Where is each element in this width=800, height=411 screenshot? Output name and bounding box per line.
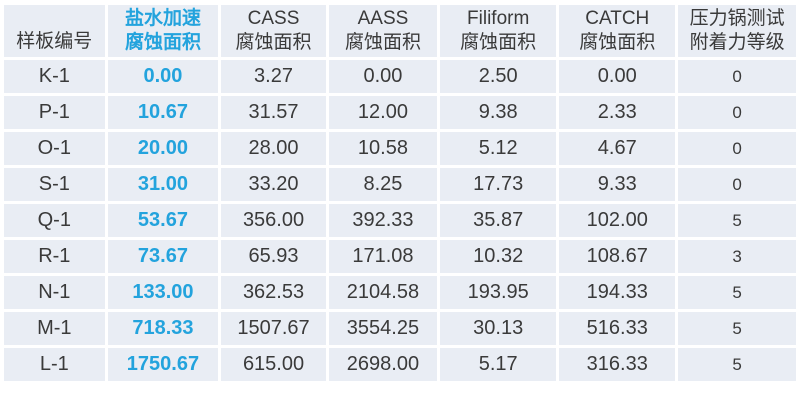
header-catch-area: CATCH 腐蚀面积 xyxy=(559,5,676,57)
salt-accel-cell: 53.67 xyxy=(107,204,219,237)
filiform-cell: 17.73 xyxy=(440,168,557,201)
corrosion-results-table: 样板编号 盐水加速 腐蚀面积 CASS 腐蚀面积 AASS 腐蚀面积 Filif… xyxy=(1,2,799,384)
filiform-cell: 35.87 xyxy=(440,204,557,237)
filiform-cell: 5.12 xyxy=(440,132,557,165)
catch-cell: 2.33 xyxy=(559,96,676,129)
filiform-cell: 30.13 xyxy=(440,312,557,345)
sample-id-cell: P-1 xyxy=(4,96,105,129)
filiform-cell: 193.95 xyxy=(440,276,557,309)
header-sample-id: 样板编号 xyxy=(4,5,105,57)
sample-id-cell: K-1 xyxy=(4,60,105,93)
adhesion-rating-cell: 5 xyxy=(678,204,796,237)
salt-accel-cell: 31.00 xyxy=(107,168,219,201)
salt-accel-cell: 133.00 xyxy=(107,276,219,309)
cass-cell: 33.20 xyxy=(221,168,326,201)
cass-cell: 31.57 xyxy=(221,96,326,129)
salt-accel-cell: 718.33 xyxy=(107,312,219,345)
aass-cell: 2698.00 xyxy=(328,348,438,381)
filiform-cell: 5.17 xyxy=(440,348,557,381)
header-cass-area: CASS 腐蚀面积 xyxy=(221,5,326,57)
catch-cell: 4.67 xyxy=(559,132,676,165)
cass-cell: 615.00 xyxy=(221,348,326,381)
aass-cell: 12.00 xyxy=(328,96,438,129)
catch-cell: 108.67 xyxy=(559,240,676,273)
header-filiform-area: Filiform 腐蚀面积 xyxy=(440,5,557,57)
adhesion-rating-cell: 0 xyxy=(678,168,796,201)
header-salt-accel-area: 盐水加速 腐蚀面积 xyxy=(107,5,219,57)
adhesion-rating-cell: 5 xyxy=(678,276,796,309)
table-row: R-1 73.67 65.93 171.08 10.32 108.67 3 xyxy=(4,240,796,273)
catch-cell: 516.33 xyxy=(559,312,676,345)
catch-cell: 102.00 xyxy=(559,204,676,237)
cass-cell: 1507.67 xyxy=(221,312,326,345)
header-aass-area: AASS 腐蚀面积 xyxy=(328,5,438,57)
aass-cell: 392.33 xyxy=(328,204,438,237)
catch-cell: 0.00 xyxy=(559,60,676,93)
aass-cell: 171.08 xyxy=(328,240,438,273)
header-row: 样板编号 盐水加速 腐蚀面积 CASS 腐蚀面积 AASS 腐蚀面积 Filif… xyxy=(4,5,796,57)
table-row: P-1 10.67 31.57 12.00 9.38 2.33 0 xyxy=(4,96,796,129)
header-pressure-cooker-adhesion: 压力锅测试 附着力等级 xyxy=(678,5,796,57)
catch-cell: 9.33 xyxy=(559,168,676,201)
table-row: M-1 718.33 1507.67 3554.25 30.13 516.33 … xyxy=(4,312,796,345)
adhesion-rating-cell: 0 xyxy=(678,60,796,93)
aass-cell: 8.25 xyxy=(328,168,438,201)
aass-cell: 10.58 xyxy=(328,132,438,165)
cass-cell: 65.93 xyxy=(221,240,326,273)
adhesion-rating-cell: 0 xyxy=(678,132,796,165)
aass-cell: 2104.58 xyxy=(328,276,438,309)
header-sample-id-label: 样板编号 xyxy=(16,31,93,52)
adhesion-rating-cell: 0 xyxy=(678,96,796,129)
sample-id-cell: O-1 xyxy=(4,132,105,165)
catch-cell: 194.33 xyxy=(559,276,676,309)
adhesion-rating-cell: 5 xyxy=(678,348,796,381)
salt-accel-cell: 0.00 xyxy=(107,60,219,93)
sample-id-cell: Q-1 xyxy=(4,204,105,237)
adhesion-rating-cell: 3 xyxy=(678,240,796,273)
aass-cell: 0.00 xyxy=(328,60,438,93)
sample-id-cell: N-1 xyxy=(4,276,105,309)
catch-cell: 316.33 xyxy=(559,348,676,381)
table-row: N-1 133.00 362.53 2104.58 193.95 194.33 … xyxy=(4,276,796,309)
table-row: Q-1 53.67 356.00 392.33 35.87 102.00 5 xyxy=(4,204,796,237)
sample-id-cell: S-1 xyxy=(4,168,105,201)
salt-accel-cell: 20.00 xyxy=(107,132,219,165)
sample-id-cell: M-1 xyxy=(4,312,105,345)
salt-accel-cell: 10.67 xyxy=(107,96,219,129)
cass-cell: 362.53 xyxy=(221,276,326,309)
sample-id-cell: L-1 xyxy=(4,348,105,381)
table-row: L-1 1750.67 615.00 2698.00 5.17 316.33 5 xyxy=(4,348,796,381)
cass-cell: 28.00 xyxy=(221,132,326,165)
table-row: K-1 0.00 3.27 0.00 2.50 0.00 0 xyxy=(4,60,796,93)
filiform-cell: 9.38 xyxy=(440,96,557,129)
aass-cell: 3554.25 xyxy=(328,312,438,345)
corrosion-results-table-wrap: 样板编号 盐水加速 腐蚀面积 CASS 腐蚀面积 AASS 腐蚀面积 Filif… xyxy=(1,2,799,384)
table-row: S-1 31.00 33.20 8.25 17.73 9.33 0 xyxy=(4,168,796,201)
filiform-cell: 10.32 xyxy=(440,240,557,273)
adhesion-rating-cell: 5 xyxy=(678,312,796,345)
cass-cell: 356.00 xyxy=(221,204,326,237)
salt-accel-cell: 73.67 xyxy=(107,240,219,273)
cass-cell: 3.27 xyxy=(221,60,326,93)
filiform-cell: 2.50 xyxy=(440,60,557,93)
table-row: O-1 20.00 28.00 10.58 5.12 4.67 0 xyxy=(4,132,796,165)
salt-accel-cell: 1750.67 xyxy=(107,348,219,381)
sample-id-cell: R-1 xyxy=(4,240,105,273)
